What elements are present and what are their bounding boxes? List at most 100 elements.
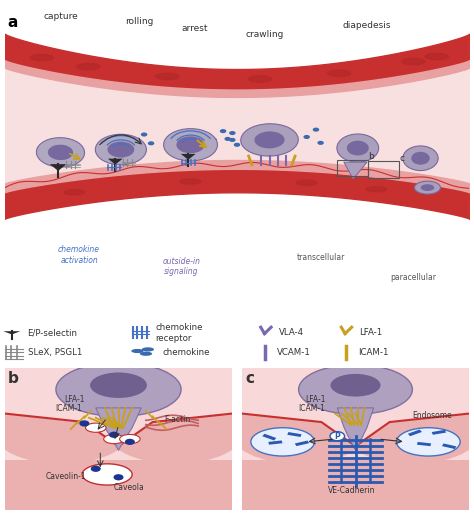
Circle shape (148, 141, 155, 145)
Circle shape (229, 138, 236, 142)
Bar (268, 440, 283, 444)
Ellipse shape (411, 152, 430, 165)
Text: transcellular: transcellular (296, 253, 345, 262)
Ellipse shape (396, 427, 460, 456)
Bar (262, 434, 276, 440)
Text: capture: capture (43, 12, 78, 21)
Text: crawling: crawling (246, 30, 284, 39)
Ellipse shape (402, 58, 425, 65)
Circle shape (141, 132, 147, 136)
Circle shape (234, 143, 240, 147)
Polygon shape (344, 162, 367, 179)
Ellipse shape (64, 190, 85, 195)
Ellipse shape (90, 372, 147, 398)
Text: b: b (368, 152, 374, 161)
Circle shape (91, 466, 101, 472)
Circle shape (125, 439, 135, 445)
Polygon shape (337, 408, 374, 450)
Circle shape (140, 352, 152, 356)
Circle shape (318, 141, 324, 145)
Text: LFA-1: LFA-1 (359, 329, 383, 337)
Circle shape (225, 137, 231, 141)
Text: SLeX, PSGL1: SLeX, PSGL1 (28, 349, 83, 357)
Ellipse shape (119, 435, 140, 443)
Ellipse shape (48, 145, 73, 160)
Circle shape (113, 474, 124, 480)
Text: b: b (8, 371, 19, 386)
Ellipse shape (425, 54, 448, 60)
Text: ICAM-1: ICAM-1 (358, 349, 388, 357)
Circle shape (132, 140, 138, 144)
Ellipse shape (104, 435, 124, 443)
Bar (417, 442, 431, 446)
Text: c: c (245, 371, 254, 386)
Polygon shape (181, 154, 196, 160)
Text: diapedesis: diapedesis (343, 21, 392, 30)
Circle shape (303, 135, 310, 139)
Circle shape (142, 347, 154, 352)
Ellipse shape (30, 55, 54, 61)
Text: paracellular: paracellular (391, 273, 437, 282)
Circle shape (131, 349, 144, 353)
Circle shape (220, 129, 226, 133)
Text: rolling: rolling (125, 16, 154, 26)
Ellipse shape (85, 423, 106, 432)
Text: Endosome: Endosome (412, 411, 452, 420)
Ellipse shape (230, 400, 367, 464)
Text: LFA-1: LFA-1 (305, 395, 326, 404)
Ellipse shape (366, 186, 387, 192)
Ellipse shape (337, 134, 379, 162)
Bar (242, 460, 469, 510)
Ellipse shape (164, 129, 218, 161)
Text: LFA-1: LFA-1 (64, 395, 84, 404)
Text: Caveolin-1: Caveolin-1 (46, 472, 86, 480)
Text: VCAM-1: VCAM-1 (277, 349, 311, 357)
Text: Caveola: Caveola (114, 483, 145, 492)
Ellipse shape (95, 134, 146, 165)
Bar (287, 432, 301, 437)
Ellipse shape (414, 181, 440, 194)
Text: a: a (7, 15, 18, 30)
Ellipse shape (108, 142, 134, 158)
Ellipse shape (56, 363, 181, 416)
Polygon shape (3, 331, 20, 334)
Polygon shape (242, 368, 469, 446)
Ellipse shape (328, 70, 351, 76)
Polygon shape (50, 164, 66, 171)
Circle shape (109, 432, 119, 438)
Text: VLA-4: VLA-4 (279, 329, 304, 337)
Bar (432, 430, 446, 435)
Circle shape (229, 131, 236, 135)
Ellipse shape (299, 365, 412, 414)
Ellipse shape (403, 146, 438, 170)
Text: chemokine
receptor: chemokine receptor (155, 323, 203, 342)
Text: P: P (335, 432, 340, 441)
Text: E/P-selectin: E/P-selectin (27, 329, 77, 337)
Ellipse shape (0, 400, 130, 464)
Ellipse shape (420, 184, 434, 191)
Polygon shape (96, 408, 141, 450)
Ellipse shape (248, 76, 272, 82)
Text: VE-Cadherin: VE-Cadherin (328, 486, 376, 495)
Text: arrest: arrest (182, 24, 209, 33)
Ellipse shape (347, 141, 369, 156)
Bar (442, 443, 456, 449)
Circle shape (79, 420, 90, 426)
Ellipse shape (36, 138, 84, 167)
Ellipse shape (107, 400, 244, 464)
Ellipse shape (296, 180, 317, 185)
Ellipse shape (241, 124, 298, 156)
Ellipse shape (344, 400, 474, 464)
Ellipse shape (82, 464, 132, 485)
Text: outside-in
signaling: outside-in signaling (162, 257, 200, 277)
Ellipse shape (330, 374, 381, 397)
Text: chemokine
activation: chemokine activation (58, 245, 100, 265)
Text: chemokine: chemokine (162, 349, 210, 357)
Circle shape (330, 432, 345, 441)
Ellipse shape (255, 131, 284, 148)
Text: c: c (400, 154, 405, 163)
Text: F-actin: F-actin (164, 415, 190, 424)
Ellipse shape (180, 179, 201, 184)
Circle shape (313, 128, 319, 132)
Ellipse shape (176, 136, 205, 153)
